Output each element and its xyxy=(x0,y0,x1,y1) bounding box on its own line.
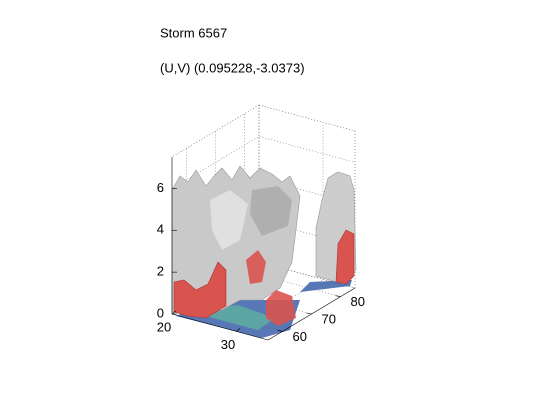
x-tick-label: 20 xyxy=(157,319,171,334)
isosurface-cap xyxy=(173,261,227,319)
chart-title: Storm 6567 xyxy=(160,25,227,40)
isosurface-highlight xyxy=(210,190,248,250)
isosurface-cap xyxy=(335,229,355,285)
isosurface-cap xyxy=(266,290,296,326)
isosurfaces xyxy=(171,165,357,338)
z-tick-label: 2 xyxy=(157,264,164,279)
y-tick-label: 80 xyxy=(351,294,365,309)
x-tick xyxy=(171,310,177,315)
x-tick xyxy=(235,328,241,332)
z-tick-label: 0 xyxy=(157,305,164,320)
x-tick-label: 30 xyxy=(221,337,235,352)
y-tick xyxy=(306,312,312,315)
y-tick-label: 60 xyxy=(293,329,307,344)
isosurface-shade xyxy=(250,186,292,236)
y-tick xyxy=(335,295,341,297)
axes: 0 2 4 6 20 30 60 70 80 xyxy=(157,157,365,352)
x-axis xyxy=(171,313,269,341)
y-tick xyxy=(277,330,283,332)
z-tick-label: 6 xyxy=(157,180,164,195)
grid-line xyxy=(171,136,356,189)
y-tick-label: 70 xyxy=(322,311,336,326)
chart-subtitle: (U,V) (0.095228,-3.0373) xyxy=(160,60,305,75)
box-edge xyxy=(171,104,260,158)
z-tick-label: 4 xyxy=(157,222,164,237)
floor-slice xyxy=(300,280,352,292)
isosurface-cap xyxy=(246,250,266,284)
